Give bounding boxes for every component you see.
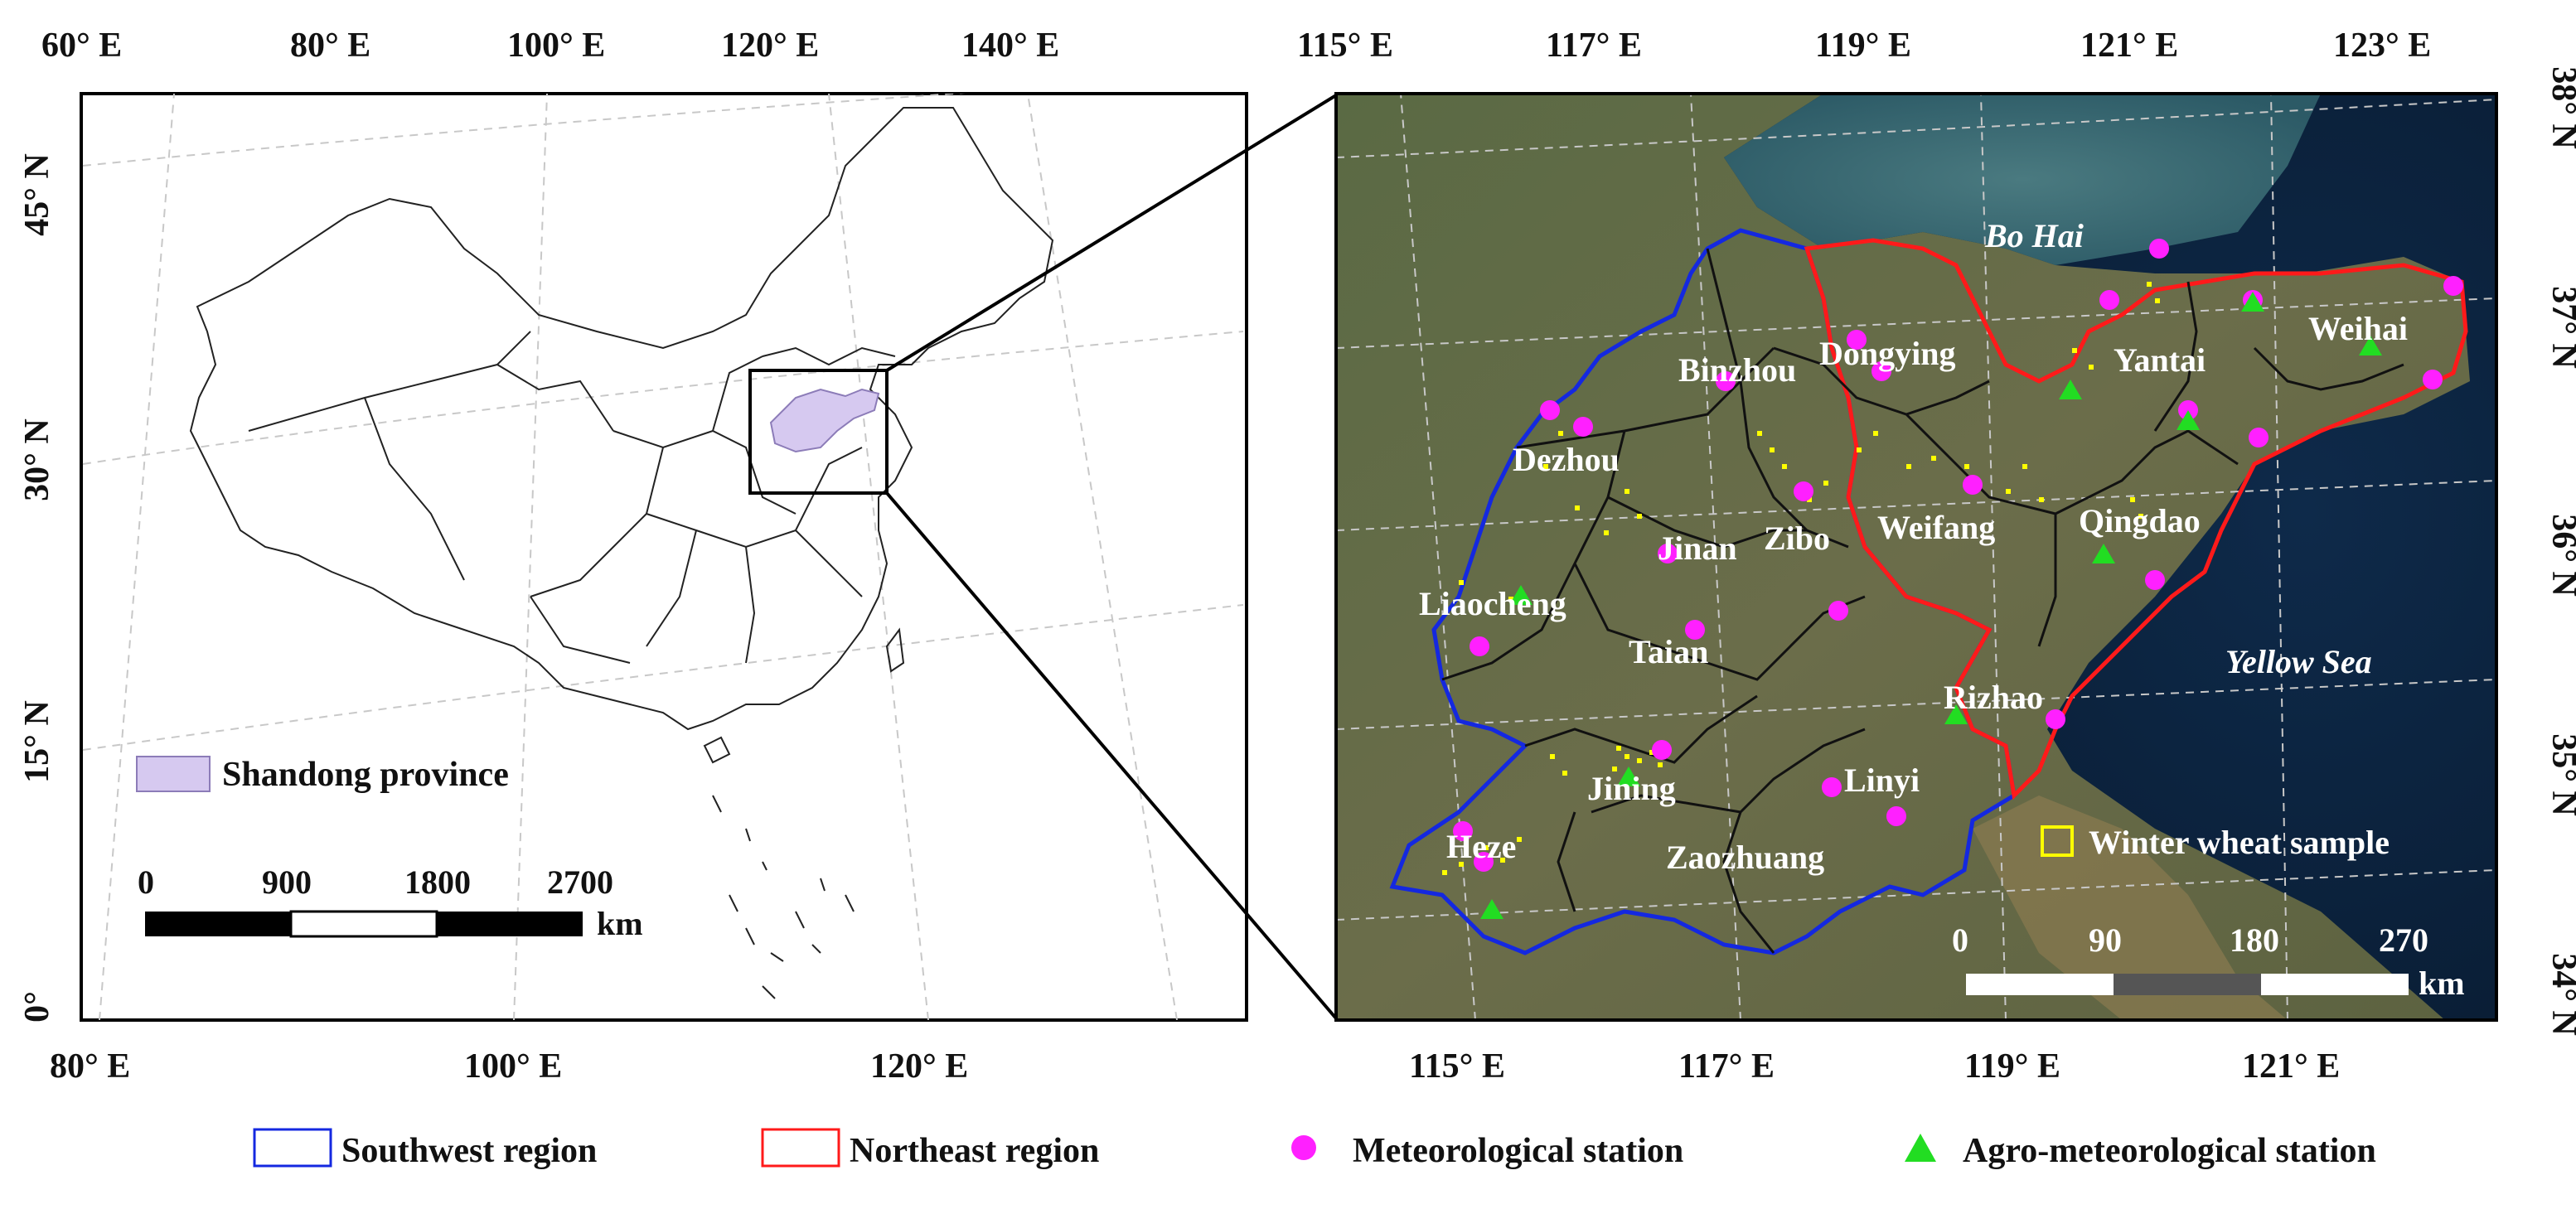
- scale-number: 180: [2230, 921, 2279, 959]
- china-outline: [189, 107, 1054, 999]
- south-sea-islands: [712, 795, 855, 999]
- city-label-zibo: Zibo: [1764, 520, 1830, 557]
- lat-label: 45° N: [18, 153, 56, 236]
- islands: [703, 627, 905, 764]
- southwest-legend-label: Southwest region: [341, 1132, 597, 1170]
- wheat-sample-points: [1442, 282, 2160, 875]
- sea-label-bohai: Bo Hai: [1984, 217, 2084, 254]
- inset-box: [748, 369, 889, 495]
- left-map: Shandong province 0 900 1800 2700 km 60°…: [18, 27, 1248, 1086]
- city-label-weihai: Weihai: [2308, 310, 2408, 347]
- lon-label: 120° E: [721, 27, 819, 65]
- lon-label: 119° E: [1815, 27, 1911, 65]
- sea-label-yellow-sea: Yellow Sea: [2225, 643, 2372, 680]
- city-label-yantai: Yantai: [2114, 341, 2206, 379]
- right-map: Binzhou Dongying Yantai Weihai Dezhou Ji…: [1297, 27, 2576, 1086]
- scale-unit: km: [2419, 965, 2465, 1002]
- lat-label: 34° N: [2545, 953, 2576, 1036]
- city-label-heze: Heze: [1446, 828, 1516, 865]
- lon-label: 100° E: [464, 1047, 562, 1086]
- lon-label: 119° E: [1964, 1047, 2060, 1086]
- lon-label: 123° E: [2333, 27, 2431, 65]
- left-map-frame: [80, 92, 1248, 1022]
- left-scale-bar: 0 900 1800 2700 km: [138, 863, 643, 942]
- scale-number: 0: [1952, 921, 1968, 959]
- scale-segment: [2261, 974, 2409, 995]
- city-label-jining: Jining: [1587, 770, 1676, 807]
- city-label-binzhou: Binzhou: [1678, 351, 1796, 389]
- city-label-rizhao: Rizhao: [1944, 679, 2043, 716]
- silt-plume: [1973, 796, 2288, 1020]
- lat-label: 36° N: [2545, 514, 2576, 597]
- yellow-sea-area: [1724, 94, 2496, 1020]
- lon-label: 115° E: [1409, 1047, 1505, 1086]
- met-stations: [1453, 239, 2463, 872]
- city-label-qingdao: Qingdao: [2079, 502, 2201, 539]
- city-label-liaocheng: Liaocheng: [1419, 585, 1566, 622]
- southwest-legend-swatch: [253, 1128, 332, 1168]
- scale-segment: [437, 912, 583, 936]
- agro-station-legend-symbol: [1905, 1134, 1936, 1162]
- scale-number: 2700: [547, 863, 613, 901]
- agro-station-legend-label: Agro-meteorological station: [1963, 1132, 2376, 1170]
- met-station-legend-symbol: [1291, 1135, 1316, 1160]
- northeast-legend-swatch: [761, 1128, 840, 1168]
- city-label-linyi: Linyi: [1844, 762, 1920, 799]
- province-legend-label: Shandong province: [222, 756, 509, 794]
- lon-label: 117° E: [1546, 27, 1642, 65]
- scale-segment: [289, 910, 438, 938]
- scale-number: 900: [262, 863, 312, 901]
- met-station-legend-label: Meteorological station: [1353, 1132, 1683, 1170]
- scale-segment: [1966, 974, 2114, 995]
- lat-label: 15° N: [18, 700, 56, 783]
- city-label-jinan: Jinan: [1658, 530, 1737, 567]
- wheat-sample-legend-swatch: [2041, 825, 2074, 857]
- scale-segment: [2114, 974, 2261, 995]
- scale-number: 1800: [404, 863, 471, 901]
- china-border: [189, 107, 1054, 731]
- lat-label: 0°: [18, 991, 56, 1023]
- lon-label: 80° E: [50, 1047, 130, 1086]
- lon-label: 120° E: [870, 1047, 968, 1086]
- lon-label: 80° E: [290, 27, 370, 65]
- scale-number: 90: [2089, 921, 2122, 959]
- city-label-dongying: Dongying: [1819, 335, 1956, 372]
- lon-label: 100° E: [507, 27, 605, 65]
- lon-label: 60° E: [41, 27, 122, 65]
- scale-unit: km: [597, 905, 643, 942]
- scale-segment: [145, 912, 291, 936]
- province-boundaries: [248, 331, 896, 664]
- lat-label: 38° N: [2545, 66, 2576, 149]
- right-scale-bar: 0 90 180 270 km: [1952, 921, 2465, 1002]
- lon-label: 117° E: [1678, 1047, 1775, 1086]
- city-boundaries: [1441, 248, 2404, 954]
- shandong-province-highlight: [769, 388, 880, 453]
- lon-label: 121° E: [2242, 1047, 2340, 1086]
- left-graticule: [82, 94, 1244, 1020]
- scale-number: 0: [138, 863, 154, 901]
- scale-number: 270: [2379, 921, 2428, 959]
- lat-label: 30° N: [18, 418, 56, 501]
- connector-line: [885, 491, 1338, 1020]
- lat-label: 35° N: [2545, 733, 2576, 816]
- bohai-sea-area: [1724, 94, 2321, 265]
- connector-line: [885, 94, 1338, 372]
- city-label-taian: Taian: [1629, 633, 1708, 670]
- lat-label: 37° N: [2545, 286, 2576, 369]
- lon-label: 140° E: [961, 27, 1059, 65]
- wheat-sample-legend-label: Winter wheat sample: [2089, 824, 2390, 861]
- right-map-frame: [1334, 92, 2498, 1022]
- city-label-weifang: Weifang: [1877, 509, 1995, 546]
- city-label-zaozhuang: Zaozhuang: [1666, 839, 1824, 876]
- agro-stations: [1480, 292, 2382, 919]
- northeast-boundary: [1804, 238, 2468, 800]
- lon-label: 121° E: [2080, 27, 2178, 65]
- province-legend-swatch: [136, 756, 211, 792]
- city-label-dezhou: Dezhou: [1513, 441, 1620, 478]
- bottom-legend: Southwest region Northeast region Meteor…: [253, 1128, 2376, 1170]
- lon-label: 115° E: [1297, 27, 1393, 65]
- northeast-legend-label: Northeast region: [850, 1132, 1099, 1170]
- right-graticule: [1336, 99, 2496, 158]
